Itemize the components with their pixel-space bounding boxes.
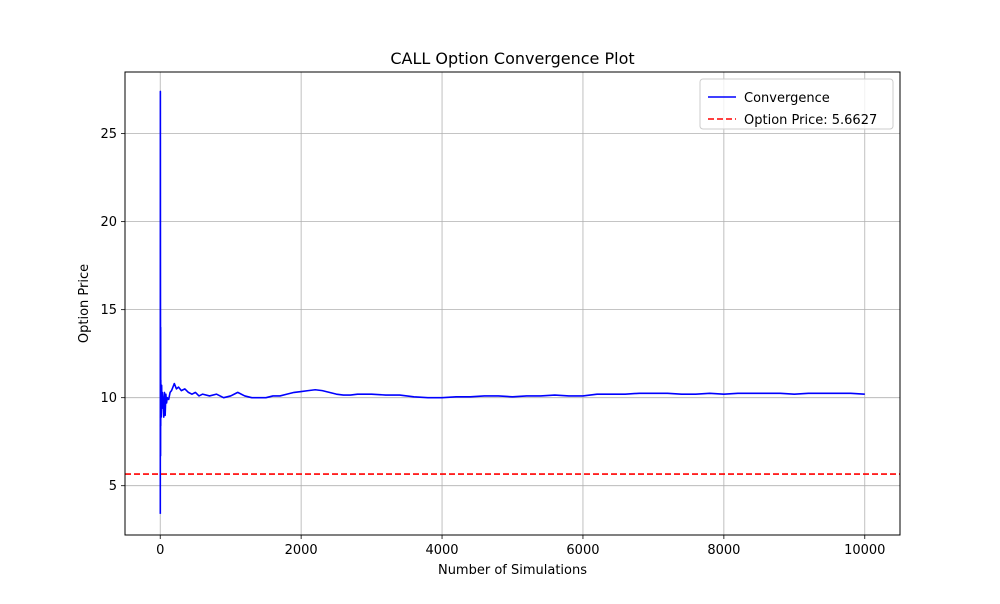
y-tick-label: 5	[109, 479, 117, 494]
x-tick-label: 8000	[707, 543, 740, 558]
legend: Convergence Option Price: 5.6627	[700, 79, 893, 129]
x-tick-label: 10000	[844, 543, 885, 558]
chart-title: CALL Option Convergence Plot	[390, 49, 634, 68]
y-axis-label: Option Price	[77, 264, 92, 343]
x-axis-label: Number of Simulations	[438, 563, 587, 578]
y-tick-label: 10	[100, 391, 117, 406]
y-tick-label: 15	[100, 303, 117, 318]
legend-label-option-price: Option Price: 5.6627	[744, 113, 877, 128]
y-tick-label: 25	[100, 127, 117, 142]
x-tick-label: 0	[156, 543, 164, 558]
y-tick-label: 20	[100, 215, 117, 230]
x-tick-label: 4000	[425, 543, 458, 558]
x-tick-label: 6000	[566, 543, 599, 558]
legend-label-convergence: Convergence	[744, 91, 830, 106]
x-tick-label: 2000	[285, 543, 318, 558]
